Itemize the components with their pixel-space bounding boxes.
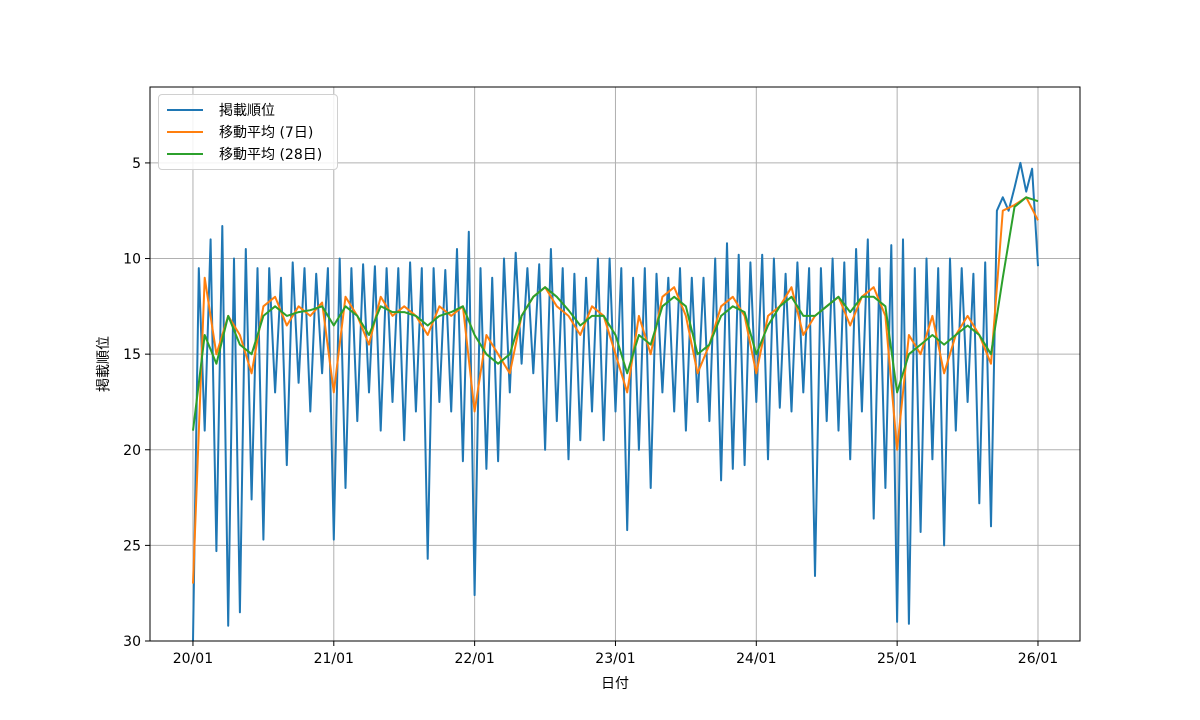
series-line-2 — [192, 196, 1039, 431]
x-tick-label: 22/01 — [454, 651, 494, 667]
legend-swatch-rank — [167, 109, 203, 111]
series-line-0 — [192, 161, 1039, 642]
legend-swatch-ma28 — [167, 153, 203, 155]
y-tick-label: 25 — [123, 538, 141, 554]
legend-swatch-ma7 — [167, 131, 203, 133]
ticks: 20/01 21/01 22/01 23/01 24/01 25/01 26/01 5 10 15… — [123, 156, 1058, 667]
legend: 掲載順位 移動平均 (7日) 移動平均 (28日) — [158, 94, 338, 170]
legend-item-ma7: 移動平均 (7日) — [159, 121, 337, 143]
x-tick-label: 21/01 — [314, 651, 354, 667]
y-tick-label: 5 — [132, 156, 141, 172]
x-tick-label: 20/01 — [173, 651, 213, 667]
x-tick-label: 26/01 — [1018, 651, 1058, 667]
legend-label: 移動平均 (7日) — [219, 125, 314, 141]
series-line-1 — [192, 196, 1039, 584]
legend-label: 掲載順位 — [219, 103, 275, 119]
y-tick-label: 15 — [123, 347, 141, 363]
x-tick-label: 25/01 — [877, 651, 917, 667]
x-tick-label: 24/01 — [736, 651, 776, 667]
legend-label: 移動平均 (28日) — [219, 147, 323, 163]
y-tick-label: 20 — [123, 443, 141, 459]
y-tick-label: 30 — [123, 634, 141, 650]
x-axis-label: 日付 — [601, 676, 629, 692]
y-tick-label: 10 — [123, 252, 141, 268]
series-lines — [192, 161, 1039, 642]
legend-item-rank: 掲載順位 — [159, 99, 337, 121]
y-axis-label: 掲載順位 — [96, 336, 112, 392]
legend-item-ma28: 移動平均 (28日) — [159, 143, 337, 165]
x-tick-label: 23/01 — [595, 651, 635, 667]
